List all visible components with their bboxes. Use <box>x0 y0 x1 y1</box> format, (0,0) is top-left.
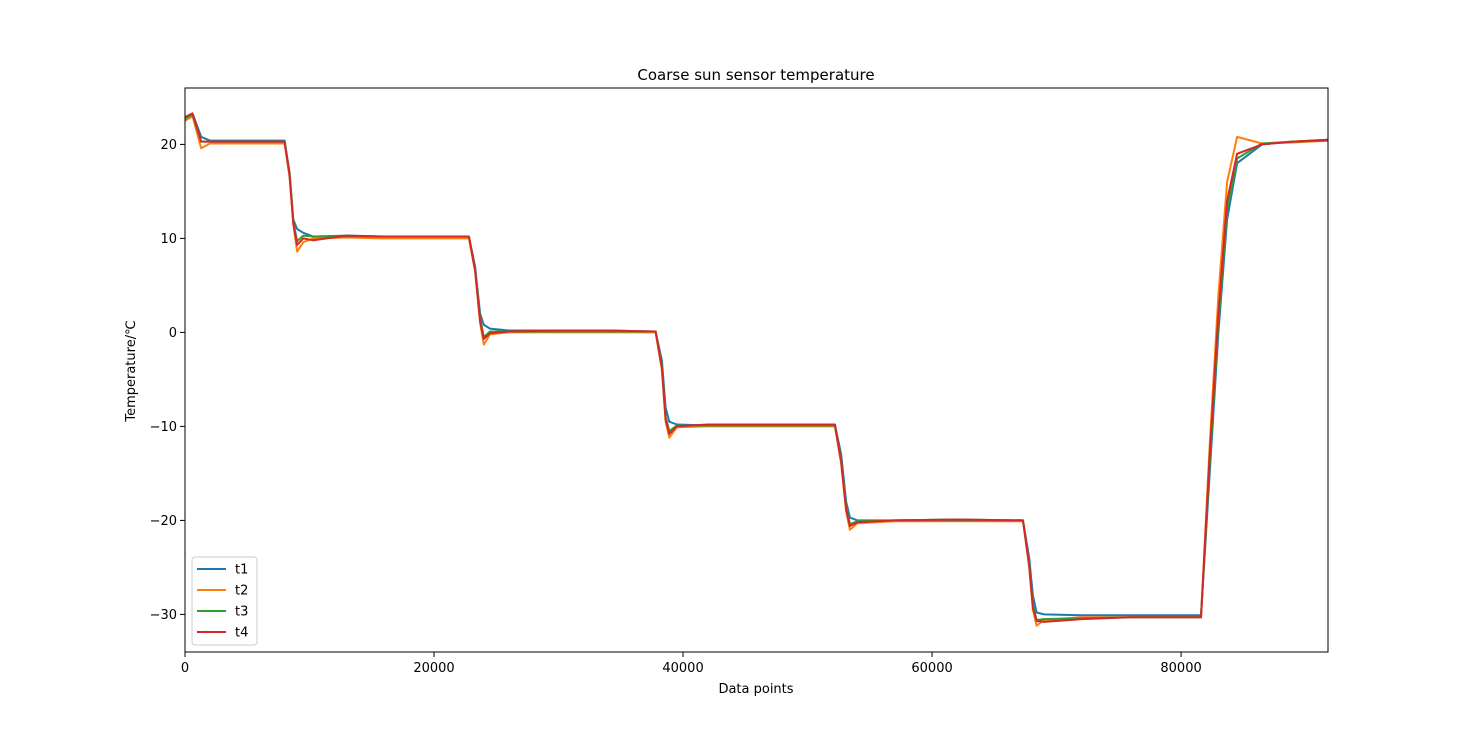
y-axis-label: Temperature/℃ <box>124 320 139 422</box>
x-tick-label: 20000 <box>413 661 454 676</box>
chart-title: Coarse sun sensor temperature <box>637 66 874 84</box>
y-axis: −30 −20 −10 0 10 20 <box>150 138 185 623</box>
series-line-t4 <box>184 112 1329 623</box>
y-tick-label: −10 <box>150 420 177 435</box>
y-tick-label: −20 <box>150 514 177 529</box>
x-tick-label: 0 <box>181 661 189 676</box>
y-tick-label: 0 <box>169 326 177 341</box>
y-tick-label: −30 <box>150 608 177 623</box>
legend: t1 t2 t3 t4 <box>191 556 258 646</box>
x-tick-label: 60000 <box>911 661 952 676</box>
x-axis: 0 20000 40000 60000 80000 <box>181 652 1202 676</box>
series-line-t3 <box>184 113 1329 621</box>
x-tick-label: 40000 <box>662 661 703 676</box>
y-tick-label: 10 <box>160 232 177 247</box>
legend-label-t1: t1 <box>235 563 248 578</box>
series-line-t2 <box>184 115 1329 627</box>
legend-label-t2: t2 <box>235 584 248 599</box>
series-layer <box>184 112 1329 627</box>
legend-box <box>191 556 258 646</box>
plot-frame <box>184 87 1329 653</box>
legend-label-t3: t3 <box>235 605 248 620</box>
series-line-t1 <box>184 112 1329 617</box>
x-tick-label: 80000 <box>1160 661 1201 676</box>
x-axis-label: Data points <box>718 682 793 697</box>
legend-label-t4: t4 <box>235 626 248 641</box>
y-tick-label: 20 <box>160 138 177 153</box>
